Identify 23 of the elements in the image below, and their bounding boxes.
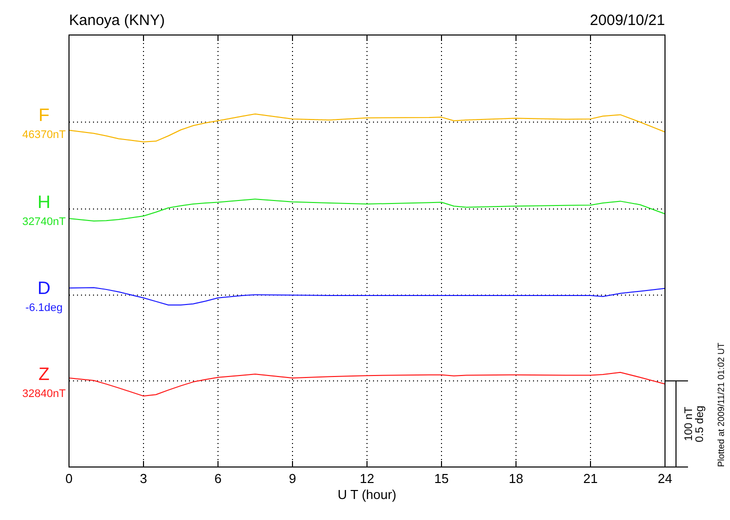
chart-subtitle: 2009/10/21 (590, 12, 665, 29)
x-tick-label: 9 (288, 471, 296, 486)
text: Plotted at 2009/11/21 01:02 UT (716, 342, 726, 467)
text: 0.5 deg (694, 406, 706, 442)
x-tick-label: 24 (658, 471, 672, 486)
x-tick-label: 18 (508, 471, 524, 486)
text: 100 nT (683, 406, 695, 442)
series-label: D (38, 278, 50, 298)
series-label: Z (38, 364, 50, 384)
chart-title: Kanoya (KNY) (69, 12, 165, 29)
series-label: H (38, 192, 50, 212)
x-tick-label: 0 (65, 471, 73, 486)
x-tick-label: 21 (583, 471, 598, 486)
x-tick-label: 6 (214, 471, 222, 486)
x-axis-title: U T (hour) (338, 487, 396, 502)
x-tick-label: 12 (360, 471, 374, 486)
series-label: F (38, 105, 50, 126)
x-tick-label: 3 (140, 471, 148, 486)
ref-line-label: 32740nT (22, 216, 66, 228)
ref-line-label: -6.1deg (25, 302, 63, 314)
ref-line-label: 46370nT (22, 129, 66, 142)
ref-line-label: 32840nT (22, 388, 66, 400)
x-tick-label: 15 (434, 471, 449, 486)
